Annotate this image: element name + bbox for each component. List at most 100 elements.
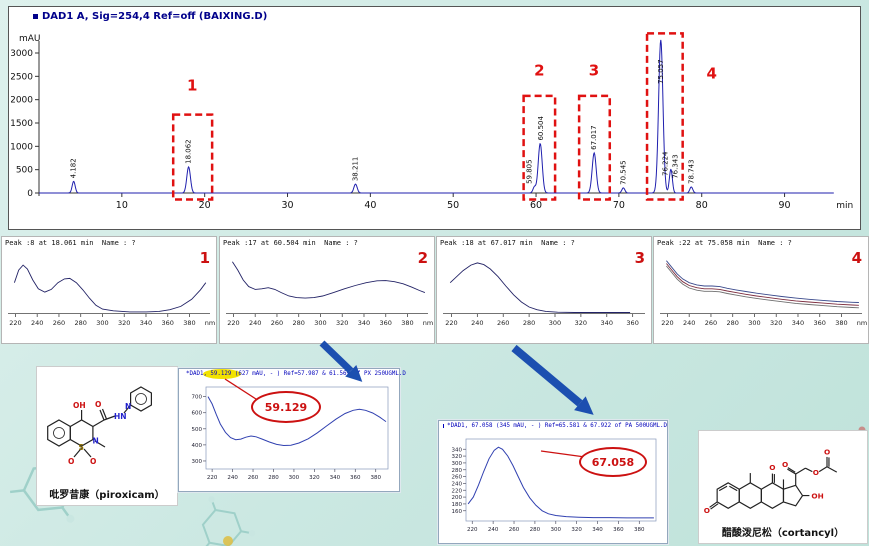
svg-text:220: 220	[227, 319, 239, 327]
svg-text:600: 600	[192, 411, 203, 417]
svg-text:70.545: 70.545	[619, 160, 627, 185]
svg-text:nm: nm	[423, 319, 433, 327]
svg-text:260: 260	[509, 527, 520, 533]
svg-text:240: 240	[452, 481, 463, 487]
uv-spectrum-plot: 220 240 260 280 300 320 340 360 380 nm	[8, 264, 215, 327]
svg-text:320: 320	[309, 475, 320, 481]
svg-text:340: 340	[140, 319, 152, 327]
uv-spectrum-panel-3: Peak :18 at 67.017 min Name : ? 3 220 240…	[436, 236, 652, 344]
svg-text:500: 500	[16, 166, 33, 176]
svg-text:O: O	[813, 468, 819, 477]
peak-number-badge: 3	[634, 249, 645, 267]
svg-text:360: 360	[162, 319, 174, 327]
chromatogram-panel: DAD1 A, Sig=254,4 Ref=off (BAIXING.D) mA…	[8, 6, 861, 230]
svg-text:240: 240	[471, 319, 483, 327]
svg-text:N: N	[125, 402, 131, 411]
peak-number-badge: 1	[199, 249, 210, 267]
svg-text:220: 220	[9, 319, 21, 327]
svg-text:O: O	[769, 463, 775, 472]
svg-text:280: 280	[268, 475, 279, 481]
svg-text:1500: 1500	[11, 119, 33, 129]
svg-text:1: 1	[187, 76, 197, 94]
svg-text:80: 80	[696, 200, 708, 211]
svg-text:O: O	[95, 400, 101, 409]
cortancyl-structure-card: O O OH O O O 醋酸泼尼松（cortancyl）	[698, 430, 868, 544]
svg-text:340: 340	[452, 447, 463, 453]
svg-text:300: 300	[748, 319, 760, 327]
uv-spectrum-plot: 220 240 260 280 300 320 340 360 380 nm	[660, 260, 867, 327]
svg-text:280: 280	[530, 527, 541, 533]
svg-text:320: 320	[452, 454, 463, 460]
svg-text:240: 240	[227, 475, 238, 481]
svg-text:O: O	[824, 447, 830, 456]
arrow-to-cortancyl-spectrum	[511, 344, 594, 415]
zoom-spectrum-plot: 300 400 500 600 700 220 240 260 280 300 320 340 360 3…	[192, 386, 389, 481]
svg-text:340: 340	[330, 475, 341, 481]
svg-text:O: O	[68, 457, 74, 466]
signal-legend-icon	[443, 424, 445, 428]
svg-text:30: 30	[281, 200, 293, 211]
svg-text:240: 240	[249, 319, 261, 327]
svg-text:38.211: 38.211	[352, 157, 360, 182]
svg-text:260: 260	[53, 319, 65, 327]
svg-text:2: 2	[534, 61, 544, 79]
svg-text:59.805: 59.805	[525, 159, 533, 184]
svg-text:0: 0	[27, 189, 33, 199]
svg-text:60.504: 60.504	[537, 115, 545, 140]
svg-text:260: 260	[271, 319, 283, 327]
svg-text:OH: OH	[811, 492, 823, 501]
chromatogram-title-text: DAD1 A, Sig=254,4 Ref=off (BAIXING.D)	[42, 11, 268, 22]
svg-text:nm: nm	[205, 319, 215, 327]
svg-text:340: 340	[601, 319, 613, 327]
piroxicam-structure-image: OH O HN N S N O O	[47, 386, 153, 466]
cortancyl-zoom-spectrum-panel: *DAD1, 67.058 (345 mAU, - ) Ref=65.581 &…	[438, 420, 668, 544]
svg-text:OH: OH	[73, 401, 86, 410]
uv-spectrum-header: Peak :22 at 75.058 min Name : ?	[657, 239, 792, 247]
svg-text:1000: 1000	[11, 142, 33, 152]
svg-text:260: 260	[452, 475, 463, 481]
svg-text:S: S	[79, 443, 84, 452]
svg-text:18.062: 18.062	[185, 139, 193, 164]
svg-text:90: 90	[779, 200, 791, 211]
svg-text:67.017: 67.017	[590, 125, 598, 150]
svg-text:380: 380	[401, 319, 413, 327]
svg-text:340: 340	[358, 319, 370, 327]
svg-text:260: 260	[705, 319, 717, 327]
uv-spectrum-header: Peak :17 at 60.504 min Name : ?	[223, 239, 358, 247]
piroxicam-caption: 吡罗昔康（piroxicam）	[49, 490, 165, 501]
svg-text:300: 300	[549, 319, 561, 327]
svg-text:260: 260	[497, 319, 509, 327]
cortancyl-structure-image: O O OH O O O	[704, 447, 838, 515]
svg-text:280: 280	[75, 319, 87, 327]
cortancyl-caption: 醋酸泼尼松（cortancyl）	[721, 528, 845, 539]
svg-text:O: O	[704, 506, 710, 515]
svg-text:220: 220	[445, 319, 457, 327]
svg-text:300: 300	[314, 319, 326, 327]
svg-text:4: 4	[706, 65, 716, 83]
zoom-spectrum-header-text: *DAD1, 59.129 (627 mAU, - ) Ref=57.987 &…	[186, 371, 406, 377]
svg-text:220: 220	[467, 527, 478, 533]
svg-text:3: 3	[589, 61, 599, 79]
svg-text:380: 380	[634, 527, 645, 533]
retention-time-callout: 59.129	[251, 391, 321, 423]
piroxicam-structure-card: OH O HN N S N O O 吡罗昔康（piroxicam）	[36, 366, 178, 506]
uv-spectrum-plot: 220 240 260 280 300 320 340 360 380 nm	[226, 261, 433, 327]
svg-text:20: 20	[199, 200, 211, 211]
svg-text:200: 200	[452, 495, 463, 501]
svg-text:2000: 2000	[11, 96, 33, 106]
svg-text:320: 320	[770, 319, 782, 327]
peak-number-badge: 2	[417, 249, 428, 267]
svg-text:160: 160	[452, 509, 463, 515]
svg-text:280: 280	[293, 319, 305, 327]
svg-text:220: 220	[452, 488, 463, 494]
svg-text:320: 320	[336, 319, 348, 327]
svg-text:360: 360	[613, 527, 624, 533]
svg-text:180: 180	[452, 502, 463, 508]
svg-text:10: 10	[116, 200, 128, 211]
svg-text:HN: HN	[114, 412, 127, 421]
svg-text:380: 380	[370, 475, 381, 481]
svg-text:360: 360	[350, 475, 361, 481]
uv-spectrum-header: Peak :8 at 18.061 min Name : ?	[5, 239, 136, 247]
chromatogram-title: DAD1 A, Sig=254,4 Ref=off (BAIXING.D)	[33, 11, 267, 22]
svg-text:300: 300	[96, 319, 108, 327]
